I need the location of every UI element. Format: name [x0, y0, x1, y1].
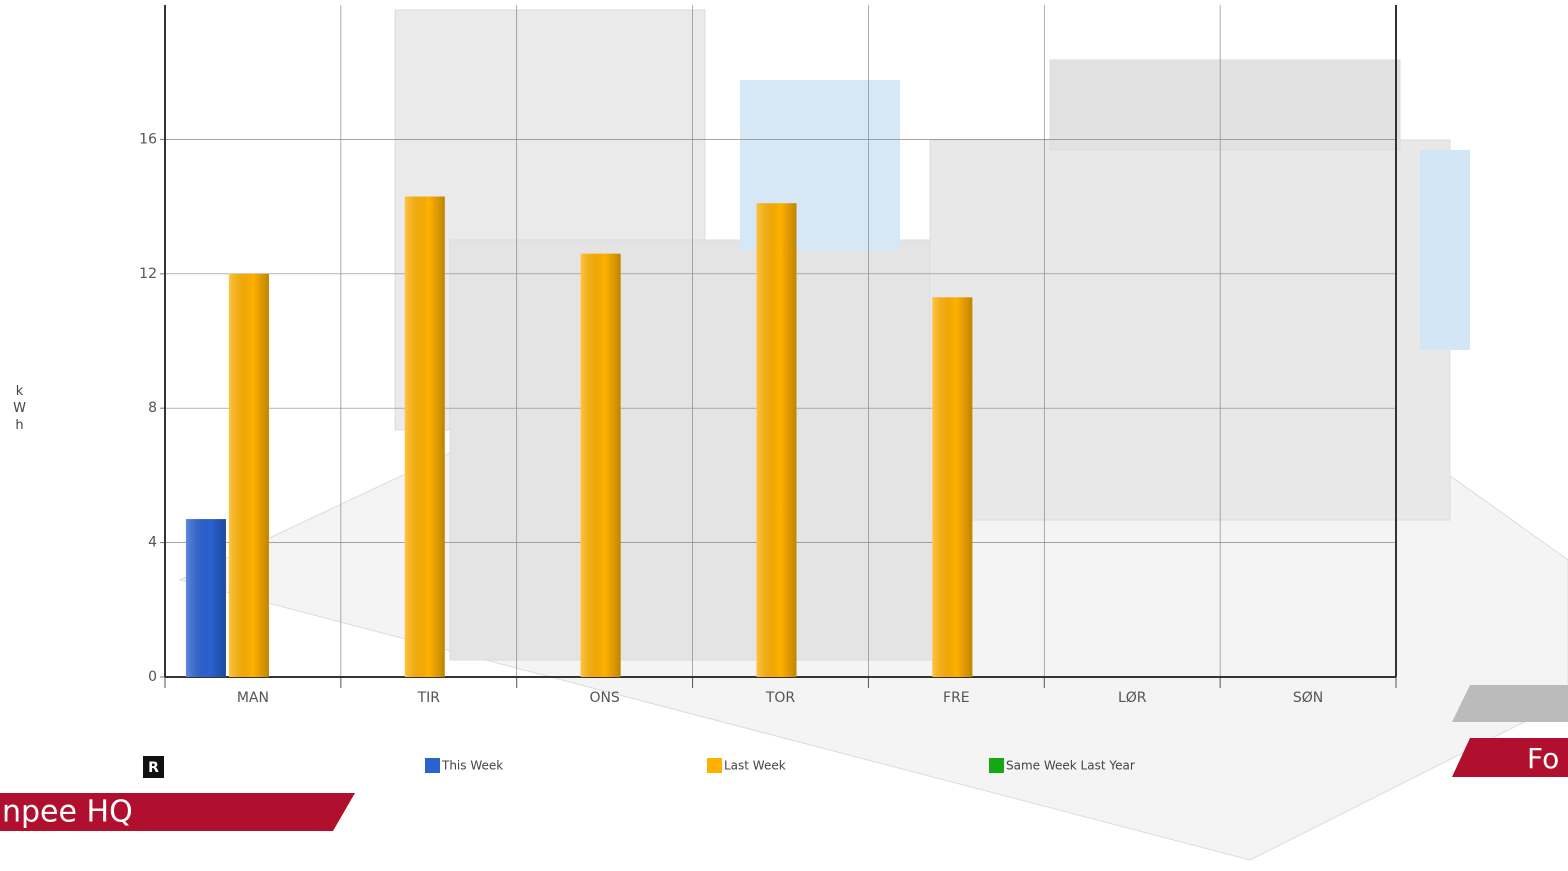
bar-shade	[756, 203, 797, 678]
tab-gray	[1452, 685, 1568, 722]
legend-swatch	[989, 758, 1004, 773]
legend-label: Same Week Last Year	[1006, 759, 1135, 773]
y-axis-label: kWh	[12, 384, 27, 435]
tab-label: Fo	[1527, 742, 1559, 775]
x-tick-label: MAN	[237, 690, 269, 706]
y-tick-label: 0	[148, 669, 157, 685]
y-tick-label: 12	[139, 266, 157, 282]
badge: R	[148, 760, 159, 776]
building-banner	[0, 793, 355, 831]
background-building	[178, 9, 1568, 861]
y-tick-label: 4	[148, 535, 157, 551]
x-tick-label: TIR	[417, 690, 441, 706]
x-tick-label: TOR	[765, 690, 796, 706]
bar-shade	[185, 519, 226, 677]
bar-shade	[404, 196, 445, 677]
legend-swatch	[707, 758, 722, 773]
y-tick-label: 16	[139, 131, 157, 147]
bar-shade	[228, 273, 269, 677]
bar-shade	[932, 297, 973, 677]
legend-swatch	[425, 758, 440, 773]
x-tick-label: SØN	[1293, 690, 1323, 706]
x-tick-label: ONS	[589, 690, 619, 706]
legend-label: Last Week	[724, 759, 786, 773]
legend-label: This Week	[441, 759, 503, 773]
badge-box	[143, 756, 164, 778]
y-tick-label: 8	[148, 400, 157, 416]
building-label: npee HQ	[2, 795, 133, 830]
tab-red	[1452, 738, 1568, 777]
bar-shade	[580, 253, 621, 677]
x-tick-label: LØR	[1118, 690, 1147, 706]
x-tick-label: FRE	[943, 690, 970, 706]
